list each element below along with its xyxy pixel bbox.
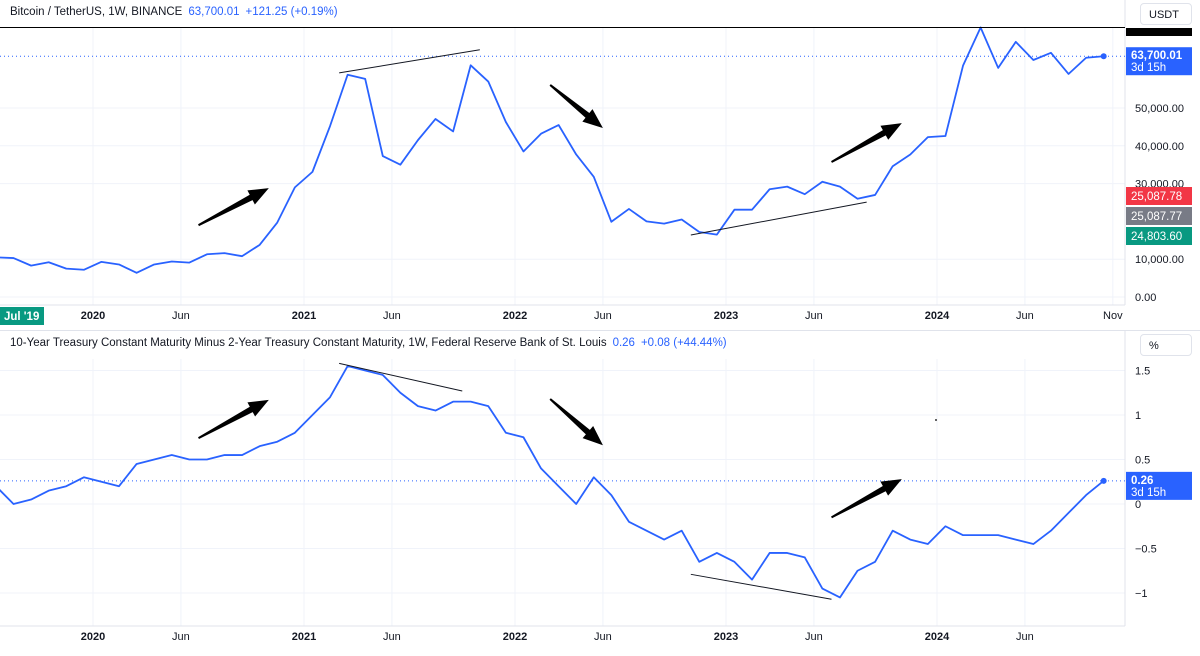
x-tick-label: Jun [594,631,612,643]
trend-line [690,201,867,236]
y-tick-label: 0 [1135,499,1141,511]
last-value: 0.26 [612,337,635,349]
last-point-marker [1100,53,1107,60]
x-tick-label: 2023 [714,631,738,643]
x-tick-label: Nov [1103,310,1123,322]
dot-annotation [935,419,937,421]
arrow-annotation [831,479,902,519]
x-tick-label: 2021 [292,631,316,643]
y-tick-label: 10,000.00 [1135,254,1184,266]
x-tick-label: 2022 [503,631,527,643]
price-label [1126,187,1192,205]
series-line [0,26,1104,274]
arrow-annotation [549,398,603,446]
x-tick-label: Jun [383,631,401,643]
x-tick-label: 2022 [503,310,527,322]
price-change: +121.25 (+0.19%) [245,6,338,18]
last-value-label [1126,47,1192,76]
y-tick-label: −1 [1135,588,1148,600]
x-tick-label: Jun [172,631,190,643]
symbol-title: 10-Year Treasury Constant Maturity Minus… [10,337,607,349]
bitcoin-pane[interactable]: 0.00 10,000.00 30,000.00 40,000.00 50,000.00… [0,0,1200,328]
x-tick-label: 2020 [81,631,105,643]
countdown-text: 3d 15h [1131,62,1166,74]
x-tick-label: 2023 [714,310,738,322]
price-label [1126,227,1192,245]
arrow-annotation [198,399,269,440]
series-line [0,365,1105,599]
value-change: +0.08 (+44.44%) [640,337,727,349]
price-label-text: 25,087.77 [1131,211,1182,223]
y-tick-label: 0.00 [1135,292,1156,304]
arrow-annotation [831,123,902,163]
x-tick-label: Jun [594,310,612,322]
x-tick-label: Jun [805,310,823,322]
price-label-text: 24,803.60 [1131,231,1182,243]
x-tick-label: 2021 [292,310,316,322]
x-tick-label: Jun [383,310,401,322]
treasury-chart[interactable]: 1.5 1 0.5 0 −0.5 −1 2020 Jun 2021 Jun 2022 Jun 2023 J… [0,331,1200,656]
countdown-text: 3d 15h [1131,487,1166,499]
high-price-label [1126,28,1192,36]
y-tick-label: 0.5 [1135,455,1150,467]
start-date-text: Jul '19 [4,311,39,323]
trend-line [339,49,480,74]
x-tick-label: Jun [1016,631,1034,643]
last-value-text: 0.26 [1131,475,1153,487]
trend-line [690,573,832,600]
x-tick-label: 2020 [81,310,105,322]
last-value-label [1126,471,1192,500]
percent-unit-button[interactable]: % [1140,334,1192,356]
price-label-text: 25,087.78 [1131,191,1182,203]
treasury-legend: 10-Year Treasury Constant Maturity Minus… [10,337,727,349]
x-tick-label: Jun [805,631,823,643]
x-tick-label: 2024 [925,631,950,643]
x-tick-label: Jun [172,310,190,322]
bitcoin-chart[interactable]: 0.0010,000.0030,000.0040,000.0050,000.00… [0,0,1200,328]
last-price: 63,700.01 [188,6,240,18]
last-value-text: 63,700.01 [1131,50,1183,62]
arrow-annotation [549,84,603,129]
y-tick-label: 1.5 [1135,366,1150,378]
last-point-marker [1100,477,1107,484]
y-tick-label: −0.5 [1135,544,1157,556]
y-tick-label: 40,000.00 [1135,141,1184,153]
symbol-title: Bitcoin / TetherUS, 1W, BINANCE [10,6,183,18]
trend-line [339,362,463,392]
price-label [1126,207,1192,225]
y-tick-label: 1 [1135,410,1141,422]
currency-unit-button[interactable]: USDT [1140,3,1192,25]
y-tick-label: 50,000.00 [1135,103,1184,115]
bitcoin-legend: Bitcoin / TetherUS, 1W, BINANCE 63,700.01… [10,6,338,18]
treasury-pane[interactable]: 1.5 1 0.5 0 −0.5 −1 2020 Jun 2021 Jun 2022 Jun 2023 J… [0,330,1200,656]
x-tick-label: 2024 [925,310,950,322]
x-tick-label: Jun [1016,310,1034,322]
start-date-badge [0,307,44,325]
arrow-annotation [198,188,269,227]
